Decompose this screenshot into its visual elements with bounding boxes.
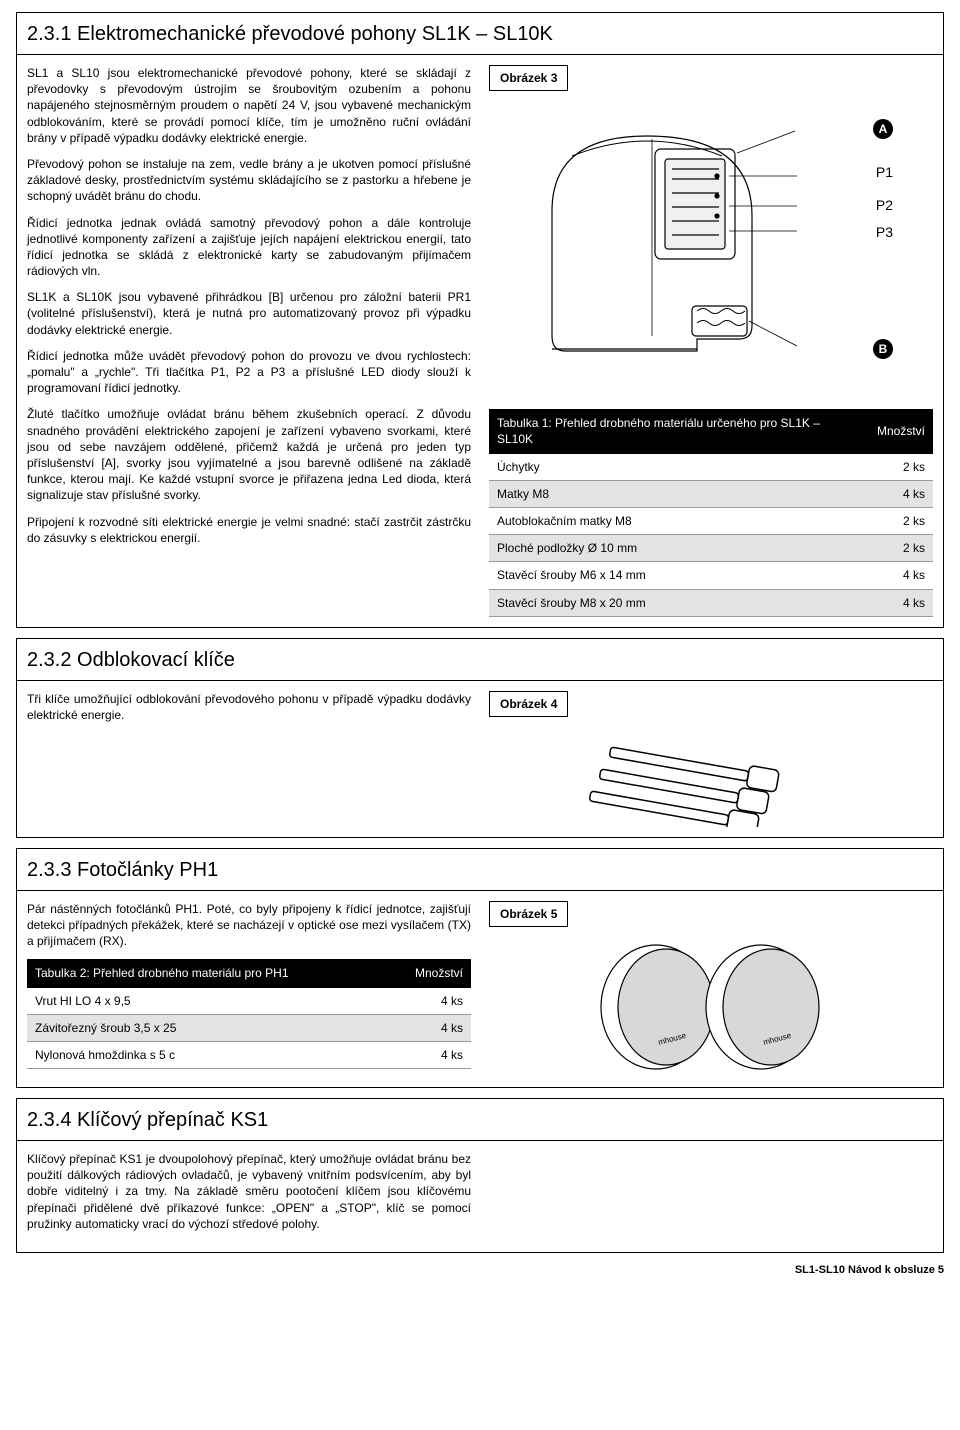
keys-diagram [489,737,933,827]
table-1: Tabulka 1: Přehled drobného materiálu ur… [489,409,933,617]
section-232-title: 2.3.2 Odblokovací klíče [17,639,943,681]
callout-P3: P3 [876,223,893,242]
s231-p4: SL1K a SL10K jsou vybavené přihrádkou [B… [27,289,471,338]
callout-B: B [873,339,893,359]
t2-r0-name: Vrut HI LO 4 x 9,5 [27,988,391,1015]
section-233: 2.3.3 Fotočlánky PH1 Pár nástěnných foto… [16,848,944,1088]
section-234-title: 2.3.4 Klíčový přepínač KS1 [17,1099,943,1141]
section-232: 2.3.2 Odblokovací klíče Tři klíče umožňu… [16,638,944,838]
photocells-illustration: mhouse mhouse [561,937,861,1077]
page-footer: SL1-SL10 Návod k obsluze 5 [16,1263,944,1278]
s231-p1: SL1 a SL10 jsou elektromechanické převod… [27,65,471,146]
s231-p5: Řídicí jednotka může uvádět převodový po… [27,348,471,397]
figure-3-label: Obrázek 3 [489,65,568,91]
table-2-qty-header: Množství [391,959,471,987]
t2-r2-qty: 4 ks [391,1042,471,1069]
figure-4-label: Obrázek 4 [489,691,568,717]
motor-diagram: A P1 P2 P3 B [489,101,933,391]
table-2-title: Tabulka 2: Přehled drobného materiálu pr… [27,959,391,987]
table-1-title: Tabulka 1: Přehled drobného materiálu ur… [489,409,853,453]
t1-r3-qty: 2 ks [853,535,933,562]
t2-r0-qty: 4 ks [391,988,471,1015]
t2-r2-name: Nylonová hmoždinka s 5 c [27,1042,391,1069]
section-231-text-column: SL1 a SL10 jsou elektromechanické převod… [27,65,471,617]
motor-illustration [497,101,797,381]
figure-5-label: Obrázek 5 [489,901,568,927]
t1-r0-qty: 2 ks [853,454,933,481]
s231-p6: Žluté tlačítko umožňuje ovládat bránu bě… [27,406,471,503]
t2-r1-name: Závitořezný šroub 3,5 x 25 [27,1014,391,1041]
s232-p: Tři klíče umožňující odblokování převodo… [27,691,471,723]
callout-P2: P2 [876,196,893,215]
s234-p: Klíčový přepínač KS1 je dvoupolohový pře… [27,1151,471,1232]
table-2: Tabulka 2: Přehled drobného materiálu pr… [27,959,471,1069]
s231-p2: Převodový pohon se instaluje na zem, ved… [27,156,471,205]
t1-r4-name: Stavěcí šrouby M6 x 14 mm [489,562,853,589]
s231-p7: Připojení k rozvodné síti elektrické ene… [27,514,471,546]
keys-illustration [571,737,851,827]
photocells-diagram: mhouse mhouse [489,937,933,1077]
table-1-qty-header: Množství [853,409,933,453]
t1-r4-qty: 4 ks [853,562,933,589]
s231-p3: Řídicí jednotka jednak ovládá samotný př… [27,215,471,280]
s233-p: Pár nástěnných fotočlánků PH1. Poté, co … [27,901,471,950]
t1-r3-name: Ploché podložky Ø 10 mm [489,535,853,562]
section-233-title: 2.3.3 Fotočlánky PH1 [17,849,943,891]
section-234: 2.3.4 Klíčový přepínač KS1 Klíčový přepí… [16,1098,944,1253]
callout-P1: P1 [876,163,893,182]
t1-r5-name: Stavěcí šrouby M8 x 20 mm [489,589,853,616]
t2-r1-qty: 4 ks [391,1014,471,1041]
t1-r5-qty: 4 ks [853,589,933,616]
section-231-title: 2.3.1 Elektromechanické převodové pohony… [17,13,943,55]
callout-A: A [873,119,893,139]
t1-r2-qty: 2 ks [853,507,933,534]
t1-r0-name: Úchytky [489,454,853,481]
t1-r1-name: Matky M8 [489,480,853,507]
t1-r1-qty: 4 ks [853,480,933,507]
t1-r2-name: Autoblokačním matky M8 [489,507,853,534]
section-231: 2.3.1 Elektromechanické převodové pohony… [16,12,944,628]
section-231-figure-column: Obrázek 3 [489,65,933,617]
